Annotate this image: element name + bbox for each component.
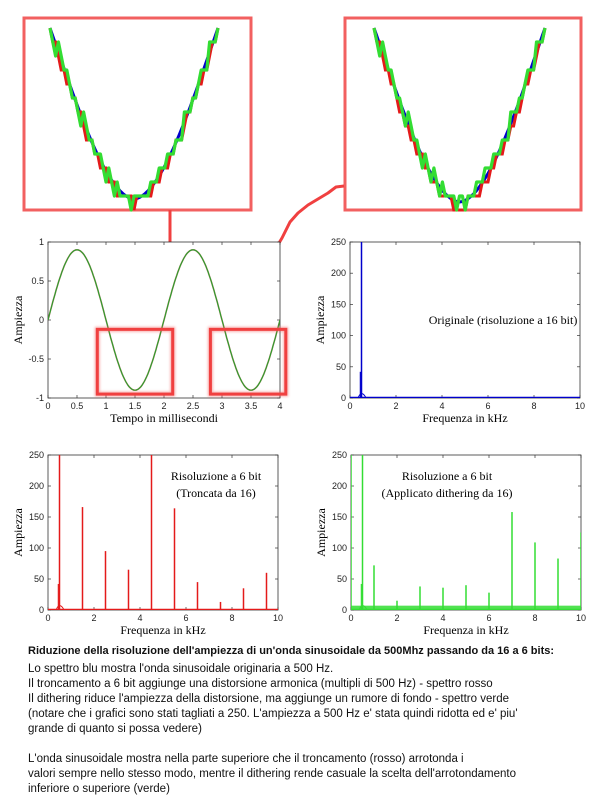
x-tick-label: 8 (531, 401, 536, 411)
x-tick-label: 3.5 (245, 401, 258, 411)
x-tick-label: 10 (273, 613, 283, 623)
zoom-inset-right (343, 16, 583, 212)
caption-line: grande di quanto si possa vedere) (28, 723, 202, 735)
inset-curve-dithered (372, 27, 547, 212)
y-tick-label: 200 (332, 481, 347, 491)
x-tick-label: 2.5 (187, 401, 200, 411)
highlight-box (95, 327, 175, 396)
series-line (48, 249, 280, 391)
x-tick-label: 0 (45, 401, 50, 411)
x-tick-label: 8 (532, 613, 537, 623)
x-axis-label: Frequenza in kHz (422, 411, 507, 425)
chart-spectrum-truncated: 0 2 4 6 8 10 250 200 150 100 50 0 Frequenza in kHz Am… (11, 450, 283, 637)
chart-annotation: (Troncata da 16) (176, 486, 256, 500)
plot-marks (350, 242, 580, 398)
x-tick-label: 4 (137, 613, 142, 623)
zoom-inset-left (22, 16, 253, 212)
plot-area (47, 454, 279, 611)
y-axis-label: Ampiezza (11, 508, 25, 557)
inset-curve-dithered (48, 27, 220, 212)
y-axis-label: Ampiezza (11, 295, 25, 344)
x-tick-label: 0 (347, 401, 352, 411)
x-tick-label: 6 (485, 401, 490, 411)
caption-line: inferiore o superiore (verde) (28, 783, 170, 795)
x-tick-label: 6 (183, 613, 188, 623)
x-tick-label: 10 (576, 613, 586, 623)
plot-marks (351, 455, 581, 610)
y-axis-label: Ampiezza (314, 508, 328, 557)
y-tick-label: 50 (34, 574, 44, 584)
y-tick-label: 100 (29, 543, 44, 553)
y-tick-label: -0.5 (28, 354, 44, 364)
y-axis-label: Ampiezza (313, 295, 327, 344)
x-tick-label: 4 (439, 401, 444, 411)
chart-spectrum-original: 0 2 4 6 8 10 250 200 150 100 50 0 Frequenza in kHz Am… (313, 237, 585, 425)
y-tick-label: 1 (39, 237, 44, 247)
x-tick-label: 3 (219, 401, 224, 411)
x-tick-label: 0.5 (71, 401, 84, 411)
x-axis-label: Frequenza in kHz (423, 623, 508, 637)
plot-marks (48, 455, 278, 610)
chart-spectrum-dithered: 0 2 4 6 8 10 250 200 150 100 50 0 Frequenza in kHz Am… (314, 450, 586, 637)
caption-line: Lo spettro blu mostra l'onda sinusoidale… (28, 663, 334, 675)
x-tick-label: 0 (45, 613, 50, 623)
y-tick-label: 100 (331, 331, 346, 341)
y-tick-label: 0 (39, 605, 44, 615)
y-tick-label: 200 (29, 481, 44, 491)
x-tick-label: 2 (394, 613, 399, 623)
x-tick-label: 2 (91, 613, 96, 623)
caption-title: Riduzione della risoluzione dell'ampiezz… (28, 645, 555, 657)
y-tick-label: 0 (342, 605, 347, 615)
y-tick-label: 50 (336, 362, 346, 372)
x-tick-label: 4 (277, 401, 282, 411)
plot-area (350, 454, 582, 611)
chart-annotation: Risoluzione a 6 bit (402, 469, 493, 483)
x-tick-label: 8 (229, 613, 234, 623)
caption-line: L'onda sinusoidale mostra nella parte su… (28, 753, 464, 765)
chart-annotation: Originale (risoluzione a 16 bit) (429, 313, 578, 327)
caption-line: Il troncamento a 6 bit aggiunge una dist… (28, 678, 493, 690)
y-tick-label: 150 (29, 512, 44, 522)
chart-annotation: Risoluzione a 6 bit (171, 469, 262, 483)
caption-line: valori sempre nello stesso modo, mentre … (28, 768, 517, 780)
highlight-box (208, 327, 288, 396)
y-tick-label: 100 (332, 543, 347, 553)
plot-marks (48, 248, 280, 392)
y-tick-label: 200 (331, 268, 346, 278)
chart-time-domain: 0 0.5 1 1.5 2 2.5 3 3.5 4 1 0.5 0 -0.5 -1 Tempo in mil… (11, 237, 289, 425)
plot-area (349, 241, 581, 399)
y-tick-label: 250 (332, 450, 347, 460)
y-tick-label: 50 (337, 574, 347, 584)
x-tick-label: 6 (486, 613, 491, 623)
y-tick-label: 250 (331, 237, 346, 247)
x-tick-label: 2 (161, 401, 166, 411)
caption-line: (notare che i grafici sono stati tagliat… (28, 708, 518, 720)
x-tick-label: 0 (348, 613, 353, 623)
chart-annotation: (Applicato dithering da 16) (382, 486, 513, 500)
zoom-inset-right-frame (343, 16, 583, 212)
y-tick-label: 0 (341, 393, 346, 403)
y-tick-label: 150 (332, 512, 347, 522)
x-tick-label: 4 (440, 613, 445, 623)
y-tick-label: 150 (331, 299, 346, 309)
x-tick-label: 2 (393, 401, 398, 411)
figure: 0 0.5 1 1.5 2 2.5 3 3.5 4 1 0.5 0 -0.5 -1 Tempo in mil… (11, 16, 586, 637)
x-tick-label: 10 (575, 401, 585, 411)
x-tick-label: 1.5 (129, 401, 142, 411)
x-axis-label: Tempo in millisecondi (110, 411, 218, 425)
x-axis-label: Frequenza in kHz (120, 623, 205, 637)
zoom-inset-left-frame (22, 16, 253, 212)
y-tick-label: -1 (36, 393, 44, 403)
caption-line: Il dithering riduce l'ampiezza della dis… (28, 693, 509, 705)
x-tick-label: 1 (103, 401, 108, 411)
caption: Riduzione della risoluzione dell'ampiezz… (28, 645, 593, 797)
y-tick-label: 250 (29, 450, 44, 460)
y-tick-label: 0 (39, 315, 44, 325)
y-tick-label: 0.5 (31, 276, 44, 286)
